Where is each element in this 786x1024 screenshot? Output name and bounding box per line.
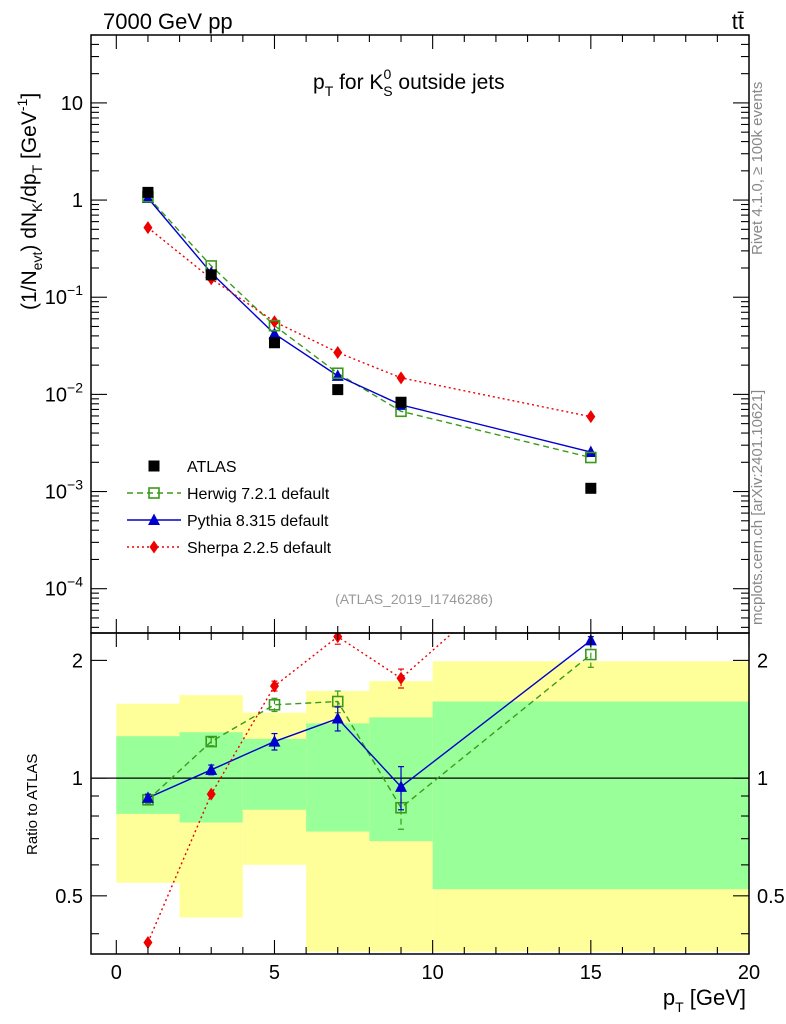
- herwig-ratio-point: [205, 735, 218, 748]
- rivet-version-label: Rivet 4.1.0, ≥ 100k events: [749, 82, 766, 255]
- atlas-point: [395, 396, 407, 408]
- pythia-ratio-line: [147, 639, 592, 799]
- pythia-ratio-point: [395, 780, 408, 792]
- ratio-y-tick-label-right: 1: [757, 768, 768, 790]
- herwig-point: [585, 451, 597, 464]
- legend-atlas-marker: [148, 460, 160, 472]
- main-y-axis-label: (1/Nevt) dNK/dpT [GeV-1]: [14, 93, 45, 310]
- legend-sherpa-marker: [149, 540, 159, 554]
- pythia-point: [584, 445, 597, 458]
- legend-pythia-marker: [148, 513, 160, 525]
- ratio-y-axis-label: Ratio to ATLAS: [24, 754, 41, 855]
- legend-herwig-label: Herwig 7.2.1 default: [187, 486, 330, 503]
- sherpa-line: [147, 227, 591, 418]
- analysis-watermark: (ATLAS_2019_I1746286): [335, 591, 493, 607]
- herwig-ratio-point: [585, 648, 597, 661]
- atlas-point: [332, 384, 344, 396]
- atlas-point: [585, 482, 597, 494]
- plot-title: pT for K0 S outside jets: [313, 66, 505, 99]
- main-y-tick-label: 1: [72, 190, 83, 212]
- legend-pythia-label: Pythia 8.315 default: [187, 513, 329, 530]
- pythia-line: [147, 197, 591, 453]
- legend-herwig-marker: [148, 487, 160, 499]
- atlas-point: [142, 186, 154, 198]
- ratio-plot-frame: [90, 632, 750, 955]
- pythia-ratio-point: [141, 791, 154, 803]
- x-tick-label: 5: [269, 962, 280, 984]
- herwig-point: [331, 367, 344, 380]
- atlas-point: [205, 269, 217, 281]
- sherpa-point: [333, 345, 343, 359]
- ratio-y-tick-label: 0.5: [55, 886, 83, 908]
- x-tick-label: 10: [422, 962, 444, 984]
- ratio-y-tick-label: 1: [72, 768, 83, 790]
- x-axis-label: pT [GeV]: [663, 985, 746, 1015]
- ratio-y-tick-label-right: 0.5: [757, 886, 785, 908]
- sherpa-point: [586, 410, 596, 424]
- main-y-tick-label: 10−3: [45, 477, 83, 504]
- pythia-ratio-point: [331, 712, 344, 724]
- legend-sherpa-label: Sherpa 2.2.5 default: [187, 540, 332, 557]
- pythia-ratio-point: [205, 763, 218, 775]
- pythia-point: [268, 327, 281, 339]
- ratio-y-tick-label-right: 2: [757, 650, 768, 672]
- sherpa-ratio-point: [396, 671, 406, 685]
- legend-atlas-label: ATLAS: [187, 459, 237, 476]
- x-tick-label: 0: [111, 962, 122, 984]
- header-process-label: tt̄: [732, 9, 744, 34]
- x-tick-label: 20: [738, 962, 760, 984]
- header-energy-label: 7000 GeV pp: [103, 9, 233, 34]
- atlas-point: [268, 337, 280, 349]
- ratio-y-tick-label: 2: [72, 650, 83, 672]
- herwig-ratio-point: [268, 698, 281, 711]
- herwig-ratio-line: [147, 654, 592, 809]
- mcplots-label: mcplots.cern.ch [arXiv:2401.10621]: [749, 390, 766, 625]
- sherpa-point: [269, 315, 279, 329]
- sherpa-ratio-point: [143, 935, 153, 949]
- sherpa-point: [143, 221, 153, 235]
- sherpa-ratio-point: [206, 787, 216, 801]
- main-y-tick-label: 10−4: [45, 574, 83, 601]
- sherpa-ratio-point: [269, 679, 279, 693]
- sherpa-point: [396, 371, 406, 385]
- stat-uncertainty-band-5: [432, 701, 749, 890]
- main-y-tick-label: 10−1: [45, 282, 83, 309]
- main-y-tick-label: 10: [61, 93, 83, 115]
- x-tick-label: 15: [580, 962, 602, 984]
- herwig-line: [147, 196, 591, 459]
- main-y-tick-label: 10−2: [45, 379, 83, 406]
- stat-uncertainty-band-3: [306, 723, 370, 832]
- herwig-point: [268, 319, 281, 332]
- pythia-ratio-point: [268, 735, 281, 747]
